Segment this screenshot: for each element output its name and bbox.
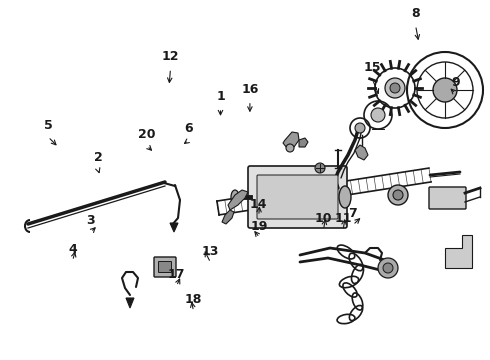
FancyBboxPatch shape [158,261,172,273]
FancyBboxPatch shape [429,187,466,209]
Text: 2: 2 [94,151,102,164]
Text: 19: 19 [251,220,269,233]
Text: 12: 12 [162,50,179,63]
Text: 16: 16 [241,83,259,96]
FancyBboxPatch shape [154,257,176,277]
Text: 13: 13 [202,245,220,258]
Polygon shape [228,190,248,210]
Polygon shape [170,223,178,232]
Ellipse shape [339,186,351,208]
FancyBboxPatch shape [248,166,347,228]
Text: 9: 9 [451,76,460,89]
Circle shape [393,190,403,200]
Text: 8: 8 [411,7,420,20]
Circle shape [388,185,408,205]
Text: 4: 4 [68,243,77,256]
FancyBboxPatch shape [257,175,338,219]
Text: 11: 11 [334,212,352,225]
Circle shape [383,263,393,273]
Circle shape [390,83,400,93]
Circle shape [371,108,385,122]
Polygon shape [355,145,368,160]
Polygon shape [445,235,472,268]
Circle shape [433,78,457,102]
Text: 14: 14 [250,198,268,211]
Circle shape [385,78,405,98]
Text: 1: 1 [216,90,225,103]
Text: 10: 10 [315,212,332,225]
Circle shape [378,258,398,278]
Text: 15: 15 [364,61,381,74]
Text: 20: 20 [138,128,156,141]
Polygon shape [299,138,308,147]
Polygon shape [126,298,134,308]
Text: 6: 6 [184,122,193,135]
Ellipse shape [231,190,239,204]
Circle shape [286,144,294,152]
Text: 17: 17 [168,268,185,281]
Text: 3: 3 [86,214,95,227]
Text: 18: 18 [185,293,202,306]
Polygon shape [283,132,299,148]
Text: 7: 7 [348,207,357,220]
Polygon shape [222,210,234,224]
Circle shape [355,123,365,133]
Circle shape [315,163,325,173]
Text: 5: 5 [44,119,52,132]
